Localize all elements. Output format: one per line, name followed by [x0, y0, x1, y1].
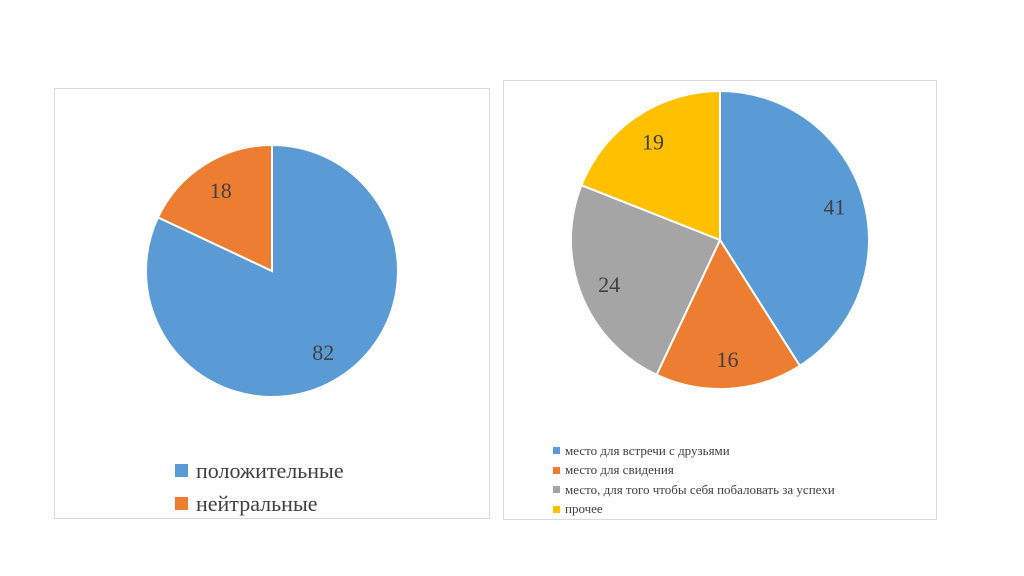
right-pie-slice-2 — [570, 183, 722, 377]
right-pie-slice-3 — [580, 89, 721, 242]
legend-label-reward: место, для того чтобы себя побаловать за… — [565, 481, 835, 497]
legend-right: место для встречи с друзьями место для с… — [553, 441, 835, 519]
legend-item-friends: место для встречи с друзьями — [553, 441, 835, 461]
legend-swatch-reward — [553, 486, 560, 494]
legend-label-positive: положительные — [196, 457, 344, 483]
right-pie-data-label-0: 41 — [823, 195, 845, 220]
legend-swatch-neutral — [175, 497, 188, 510]
legend-swatch-other — [553, 505, 560, 513]
legend-item-other: прочее — [553, 500, 835, 520]
left-pie-data-label-0: 82 — [312, 340, 334, 365]
legend-swatch-friends — [553, 447, 560, 455]
left-pie-slice-0 — [145, 143, 399, 398]
legend-label-neutral: нейтральные — [196, 490, 318, 516]
legend-label-date: место для свидения — [565, 462, 674, 478]
chart-panel-left: 82 18 положительные нейтральные — [54, 88, 490, 519]
legend-label-other: прочее — [565, 501, 603, 517]
left-pie-slice-1 — [156, 143, 273, 273]
right-pie-data-label-3: 19 — [642, 129, 664, 154]
legend-item-date: место для свидения — [553, 461, 835, 481]
right-pie-slice-1 — [655, 237, 802, 390]
right-pie-data-label-2: 24 — [598, 272, 620, 297]
legend-swatch-date — [553, 466, 560, 474]
chart-panel-right: 41 16 24 19 место для встречи с друзьями ме… — [503, 80, 937, 520]
pie-chart-right: 41 16 24 19 — [570, 89, 870, 390]
pie-chart-left: 82 18 — [145, 143, 399, 398]
left-pie-data-label-1: 18 — [210, 178, 232, 203]
legend-item-positive: положительные — [175, 454, 344, 487]
legend-label-friends: место для встречи с друзьями — [565, 442, 730, 458]
legend-swatch-positive — [175, 464, 188, 477]
right-pie-data-label-1: 16 — [716, 347, 738, 372]
legend-item-neutral: нейтральные — [175, 487, 344, 520]
legend-item-reward: место, для того чтобы себя побаловать за… — [553, 480, 835, 500]
legend-left: положительные нейтральные — [175, 454, 344, 520]
